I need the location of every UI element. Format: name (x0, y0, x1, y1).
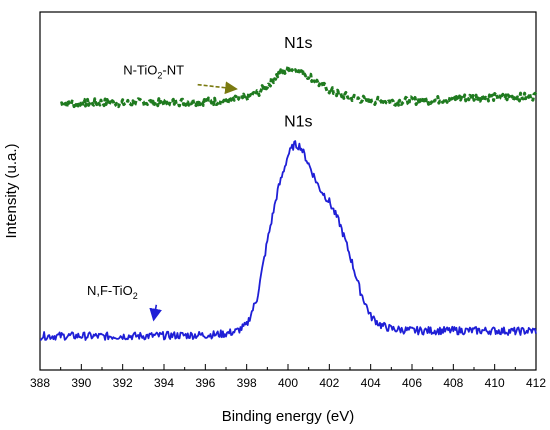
annotation-arrow (149, 304, 162, 322)
annotation-arrow (197, 81, 238, 95)
series-line-2 (39, 140, 537, 341)
x-tick-label: 398 (237, 376, 257, 390)
series-annotation-label: N,F-TiO2 (87, 283, 138, 301)
series-line-1 (59, 64, 538, 109)
x-tick-label: 400 (278, 376, 298, 390)
x-tick-label: 402 (319, 376, 339, 390)
plot-frame (39, 11, 537, 371)
x-tick-label: 404 (361, 376, 381, 390)
x-axis-ticks: 388 390 392 394 396 398 400 402 404 406 408 410 412 (30, 364, 546, 390)
x-tick-label: 394 (154, 376, 174, 390)
x-tick-label: 410 (485, 376, 505, 390)
y-axis-label: Intensity (u.a.) (3, 143, 20, 238)
x-axis-label: Binding energy (eV) (222, 408, 355, 425)
x-tick-label: 412 (526, 376, 546, 390)
series-annotation-label: N-TiO2-NT (123, 63, 184, 81)
peak-label: N1s (284, 35, 312, 52)
x-tick-label: 408 (443, 376, 463, 390)
x-tick-label: 406 (402, 376, 422, 390)
x-tick-label: 396 (195, 376, 215, 390)
series-layer (39, 64, 538, 341)
x-tick-label: 392 (113, 376, 133, 390)
annotation-layer: N1s N1s N-TiO2-NT N,F-TiO2 (87, 35, 313, 322)
peak-label: N1s (284, 114, 312, 131)
x-tick-label: 390 (71, 376, 91, 390)
x-tick-label: 388 (30, 376, 50, 390)
